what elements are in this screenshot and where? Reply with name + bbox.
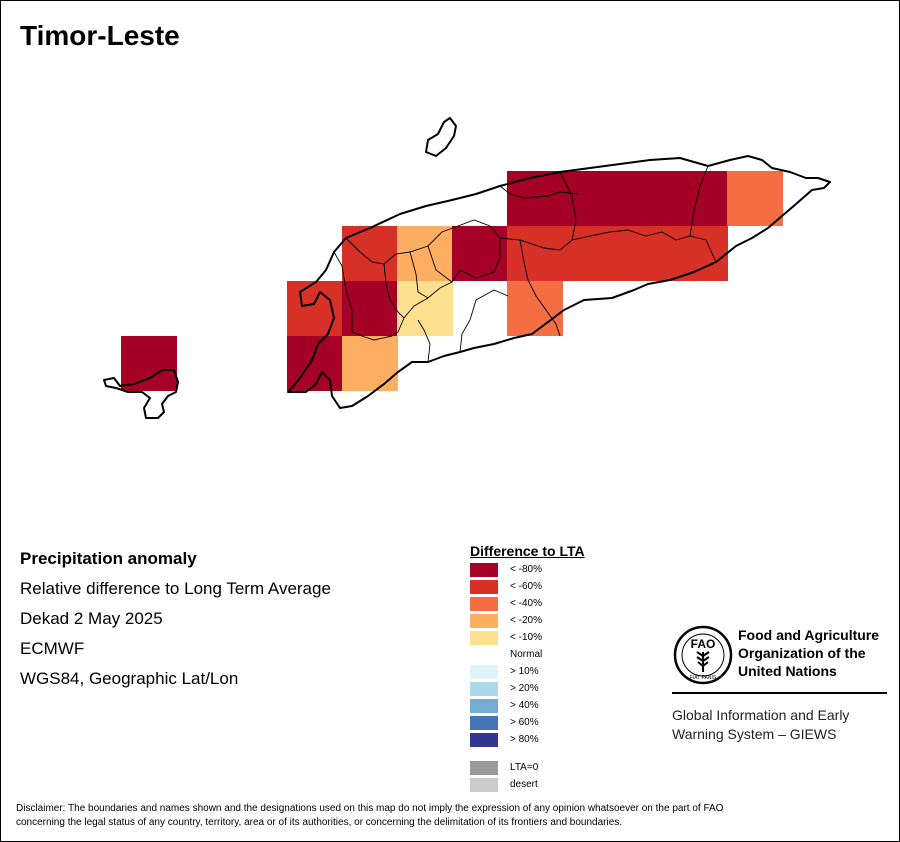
legend-swatch [470,778,498,792]
legend-swatch [470,716,498,730]
district-line [427,245,453,283]
fao-logo-text: FAO [691,637,716,651]
giews-line: Warning System – GIEWS [672,726,837,742]
district-line [459,289,509,353]
legend-label: < -20% [510,615,542,626]
legend-title: Difference to LTA [470,543,585,559]
info-period: Dekad 2 May 2025 [20,609,163,628]
map-title: Timor-Leste [20,20,180,51]
district-line [499,185,579,199]
legend-label: < -60% [510,581,542,592]
cell-lt60 [342,226,398,281]
legend-label: < -40% [510,598,542,609]
main-island-outline [287,155,831,409]
fao-name-line: United Nations [738,663,837,679]
cell-lt80 [617,171,673,226]
legend-label: < -80% [510,564,542,575]
legend-label: desert [510,779,538,790]
cell-lt80 [342,281,398,336]
atauro-island-outline [425,117,457,157]
district-line [333,251,393,341]
oecusse-outline [103,369,179,419]
legend-swatch [470,631,498,645]
legend-swatch [470,580,498,594]
giews-name: Global Information and Early Warning Sys… [672,706,892,744]
legend-label: > 20% [510,683,539,694]
fao-logo: FAO FIAT PANIS [673,625,733,685]
disclaimer-line: concerning the legal status of any count… [16,817,623,828]
legend-label: LTA=0 [510,762,539,773]
info-source: ECMWF [20,639,85,658]
cell-lt40 [727,171,783,226]
district-line [417,319,431,363]
cell-lt80 [121,336,177,391]
anomaly-map [103,117,831,419]
fao-name-line: Organization of the [738,645,866,661]
legend-swatch [470,597,498,611]
legend-swatch [470,614,498,628]
legend-swatch [470,563,498,577]
legend-swatch [470,699,498,713]
wheat-icon [696,651,710,672]
legend-swatch [470,648,498,662]
legend-label: > 40% [510,700,539,711]
cell-lt60 [287,281,343,336]
giews-line: Global Information and Early [672,707,850,723]
anomaly-grid [121,171,783,391]
district-line [409,251,429,299]
legend-swatch [470,682,498,696]
district-line [689,165,709,237]
cell-lt40 [507,281,563,336]
cell-lt60 [617,226,673,281]
fao-name-line: Food and Agriculture [738,627,880,643]
legend-swatch [470,733,498,747]
cell-lt60 [672,226,728,281]
fao-name: Food and Agriculture Organization of the… [738,626,898,680]
cell-lt10 [397,281,453,336]
legend-label: > 10% [510,666,539,677]
fao-logo-motto: FIAT PANIS [690,675,717,681]
legend: Difference to LTA < -80% < -60% < -40% < -2… [470,543,670,792]
info-subtitle: Relative difference to Long Term Average [20,579,331,598]
cell-lt60 [562,226,618,281]
info-projection: WGS84, Geographic Lat/Lon [20,669,239,688]
legend-swatch [470,665,498,679]
legend-label: < -10% [510,632,542,643]
cell-lt80 [452,226,508,281]
cell-lt80 [672,171,728,226]
legend-swatch [470,761,498,775]
info-heading: Precipitation anomaly [20,549,197,568]
disclaimer-line: Disclaimer: The boundaries and names sho… [16,803,724,814]
legend-label: > 80% [510,734,539,745]
fao-divider [672,692,887,694]
country-boundary [103,117,831,419]
cell-lt20 [397,226,453,281]
district-line [383,263,405,319]
cell-lt80 [562,171,618,226]
cell-lt80 [507,171,563,226]
disclaimer: Disclaimer: The boundaries and names sho… [16,802,886,830]
legend-label: Normal [510,649,543,660]
cell-lt20 [342,336,398,391]
district-line [499,229,717,263]
map-info: Precipitation anomaly Relative differenc… [20,548,331,698]
cell-lt60 [507,226,563,281]
district-boundaries [333,165,717,363]
district-line [559,171,577,241]
district-line [519,239,561,337]
legend-label: > 60% [510,717,539,728]
